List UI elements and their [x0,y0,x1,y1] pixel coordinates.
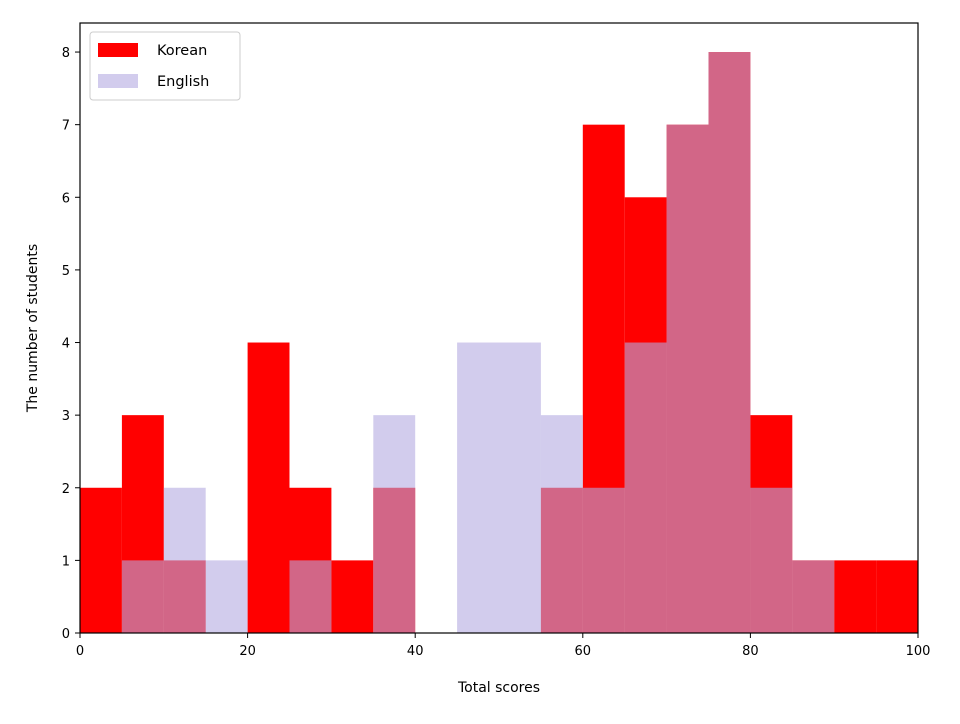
bar-korean-30 [331,560,374,633]
y-tick-label: 6 [62,191,70,206]
bar-korean-95 [876,560,918,633]
y-tick-label: 8 [62,46,70,61]
bar-english-10 [163,487,206,633]
bar-korean-0 [80,487,122,633]
y-tick-label: 7 [62,119,70,134]
y-axis: 0 1 2 3 4 5 6 7 8 [62,46,80,642]
x-axis-label: Total scores [457,680,540,696]
x-tick-label: 100 [906,644,931,659]
bar-english-75 [708,52,751,634]
bar-english-5 [121,560,164,633]
x-tick-label: 40 [407,644,424,659]
y-tick-label: 1 [62,554,70,569]
y-tick-label: 2 [62,482,70,497]
legend-label-korean: Korean [157,43,207,59]
x-axis: 0 20 40 60 80 100 [76,633,931,659]
bar-english-70 [666,124,709,634]
bar-english-50 [499,342,541,633]
bar-english-80 [750,487,793,633]
x-tick-label: 20 [239,644,256,659]
x-tick-label: 60 [575,644,592,659]
y-tick-label: 0 [62,627,70,642]
bar-korean-20 [247,342,290,633]
legend-swatch-korean [98,43,138,57]
plot-frame [79,22,919,634]
bar-english-65 [624,342,667,633]
bars-layer [80,52,918,634]
bar-english-60 [582,487,625,633]
y-tick-label: 5 [62,264,70,279]
legend-label-english: English [157,74,209,90]
x-tick-label: 80 [742,644,759,659]
bar-english-35 [373,415,416,633]
y-axis-label: The number of students [25,244,41,413]
y-tick-label: 3 [62,409,70,424]
x-tick-label: 0 [76,644,84,659]
y-tick-label: 4 [62,337,70,352]
bar-english-45 [457,342,499,633]
legend-swatch-english [98,74,138,88]
bar-korean-90 [834,560,877,633]
legend: Korean English [89,31,241,101]
bar-english-25 [289,560,332,633]
bar-english-15 [205,560,248,633]
bar-english-55 [540,415,583,633]
bar-english-85 [792,560,835,633]
